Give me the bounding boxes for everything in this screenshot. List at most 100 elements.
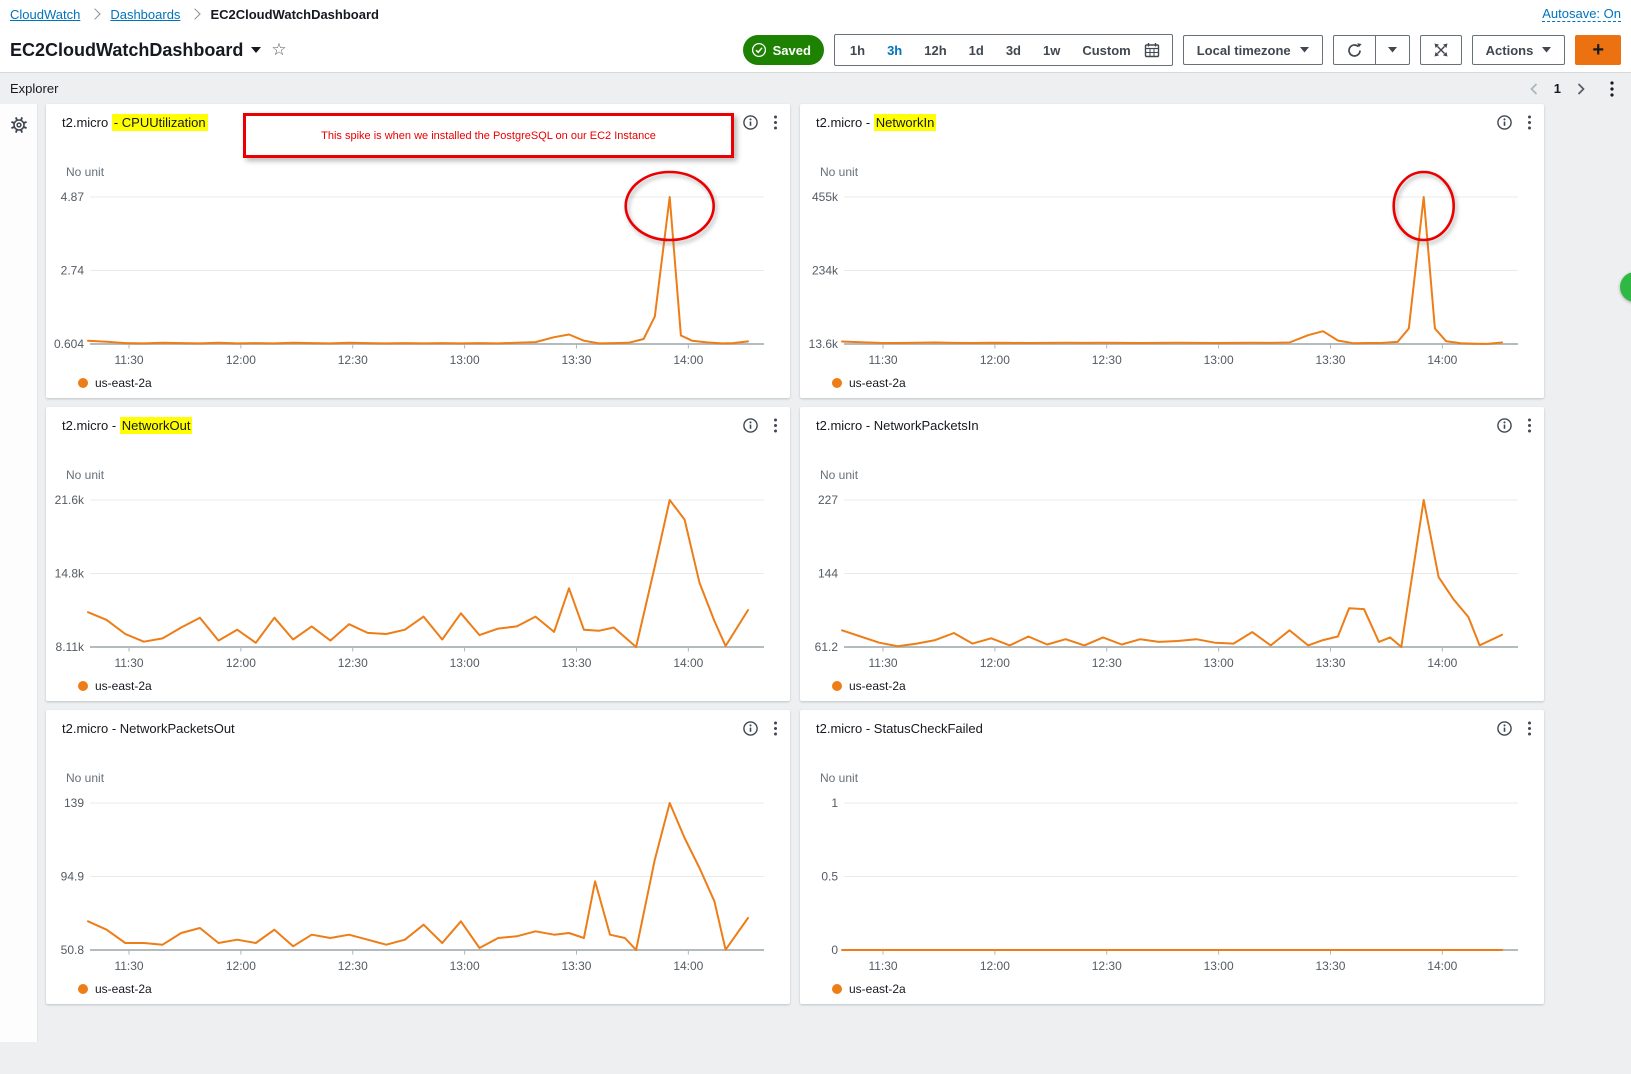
check-circle-icon [751,42,767,58]
add-widget-button[interactable]: + [1575,35,1621,65]
svg-text:14:00: 14:00 [1427,656,1457,670]
widget-title: t2.micro - NetworkIn [816,115,936,130]
svg-text:12:30: 12:30 [1092,959,1122,973]
metric-widget-cpuutilization: t2.micro - CPUUtilizationNo unit4.872.74… [46,104,790,398]
time-range-3d[interactable]: 3d [995,43,1032,58]
svg-text:144: 144 [818,567,838,581]
refresh-options-button[interactable] [1376,35,1410,65]
breadcrumb-separator-icon [90,8,101,19]
svg-text:13:30: 13:30 [1315,656,1345,670]
chart-plot[interactable]: 22714461.211:3012:0012:3013:0013:3014:00 [800,487,1544,683]
widget-menu-icon[interactable] [1527,114,1532,131]
timezone-select[interactable]: Local timezone [1183,35,1323,65]
gear-icon[interactable] [10,116,28,1042]
widget-info-icon[interactable] [742,720,759,737]
legend-item[interactable]: us-east-2a [832,679,906,693]
pager-prev-icon[interactable] [1528,82,1540,96]
svg-text:13:30: 13:30 [1315,353,1345,367]
time-range-1w[interactable]: 1w [1032,43,1071,58]
chart-plot[interactable]: 13994.950.811:3012:0012:3013:0013:3014:0… [46,790,790,986]
breadcrumb-current: EC2CloudWatchDashboard [210,7,379,22]
svg-text:234k: 234k [812,264,839,278]
chart-plot[interactable]: 10.5011:3012:0012:3013:0013:3014:00 [800,790,1544,986]
svg-text:13:00: 13:00 [450,353,480,367]
svg-text:14:00: 14:00 [1427,959,1457,973]
widget-menu-icon[interactable] [773,417,778,434]
svg-text:50.8: 50.8 [61,943,85,957]
legend-item[interactable]: us-east-2a [832,376,906,390]
svg-text:12:00: 12:00 [226,959,256,973]
widget-menu-icon[interactable] [773,720,778,737]
time-range-3h[interactable]: 3h [876,43,913,58]
chart-plot[interactable]: 4.872.740.60411:3012:0012:3013:0013:3014… [46,184,790,380]
svg-text:61.2: 61.2 [815,640,839,654]
time-range-1d[interactable]: 1d [958,43,995,58]
title-dropdown-icon[interactable] [251,47,261,53]
chevron-down-icon [1300,47,1309,53]
svg-text:12:30: 12:30 [1092,656,1122,670]
svg-text:1: 1 [831,796,838,810]
svg-text:21.6k: 21.6k [55,493,85,507]
explorer-menu-icon[interactable] [1609,80,1615,98]
widget-info-icon[interactable] [1496,720,1513,737]
time-range-1h[interactable]: 1h [839,43,876,58]
widget-info-icon[interactable] [1496,417,1513,434]
widget-menu-icon[interactable] [1527,417,1532,434]
fullscreen-icon [1433,42,1449,58]
saved-status-badge: Saved [743,35,824,65]
cloudwatch-dashboard-page: CloudWatch Dashboards EC2CloudWatchDashb… [0,0,1631,1074]
legend-item[interactable]: us-east-2a [78,982,152,996]
dashboard-header: EC2CloudWatchDashboard ☆ Saved 1h3h12h1d… [0,28,1631,72]
breadcrumb-cloudwatch[interactable]: CloudWatch [10,7,80,22]
svg-text:13:30: 13:30 [561,353,591,367]
chart-plot[interactable]: 21.6k14.8k8.11k11:3012:0012:3013:0013:30… [46,487,790,683]
metric-widget-networkin: t2.micro - NetworkIn No unit 455k 234k 13.6k… [800,104,1544,398]
pager-page-number: 1 [1554,81,1561,96]
breadcrumb-dashboards[interactable]: Dashboards [110,7,180,22]
widget-menu-icon[interactable] [1527,720,1532,737]
legend-item[interactable]: us-east-2a [78,679,152,693]
svg-text:13:00: 13:00 [1204,656,1234,670]
legend-item[interactable]: us-east-2a [832,982,906,996]
calendar-icon[interactable] [1144,42,1160,58]
legend-color-dot [78,378,88,388]
chart-plot[interactable]: 455k234k13.6k11:3012:0012:3013:0013:3014… [800,184,1544,380]
widget-menu-icon[interactable] [773,114,778,131]
svg-text:14:00: 14:00 [673,353,703,367]
time-range-12h[interactable]: 12h [913,43,957,58]
svg-text:139: 139 [64,796,84,810]
chevron-down-icon [1542,47,1551,53]
pager-next-icon[interactable] [1575,82,1587,96]
page-title: EC2CloudWatchDashboard [10,40,243,61]
svg-text:0.5: 0.5 [821,870,838,884]
fullscreen-button[interactable] [1420,35,1462,65]
legend-item[interactable]: us-east-2a [78,376,152,390]
pagination: 1 [1528,80,1615,98]
legend-color-dot [78,681,88,691]
svg-text:2.74: 2.74 [61,264,85,278]
y-axis-unit-label: No unit [820,468,858,482]
favorite-star-icon[interactable]: ☆ [271,40,286,60]
breadcrumb-separator-icon [190,8,201,19]
y-axis-unit-label: No unit [820,165,858,179]
refresh-icon [1346,42,1363,59]
time-range-custom[interactable]: Custom [1071,43,1141,58]
svg-text:13.6k: 13.6k [809,337,839,351]
widget-info-icon[interactable] [1496,114,1513,131]
metric-widget-networkpacketsout: t2.micro - NetworkPacketsOutNo unit13994… [46,710,790,1004]
actions-button[interactable]: Actions [1472,35,1566,65]
y-axis-unit-label: No unit [66,771,104,785]
widget-info-icon[interactable] [742,417,759,434]
legend-color-dot [832,378,842,388]
autosave-link[interactable]: Autosave: On [1542,6,1621,22]
y-axis-unit-label: No unit [820,771,858,785]
svg-text:11:30: 11:30 [868,656,897,670]
explorer-label: Explorer [10,81,58,96]
explorer-bar: Explorer 1 [0,73,1631,104]
widget-info-icon[interactable] [742,114,759,131]
svg-text:455k: 455k [812,190,839,204]
refresh-button[interactable] [1333,35,1376,65]
svg-text:11:30: 11:30 [868,959,897,973]
svg-text:12:30: 12:30 [338,959,368,973]
svg-text:14:00: 14:00 [673,959,703,973]
